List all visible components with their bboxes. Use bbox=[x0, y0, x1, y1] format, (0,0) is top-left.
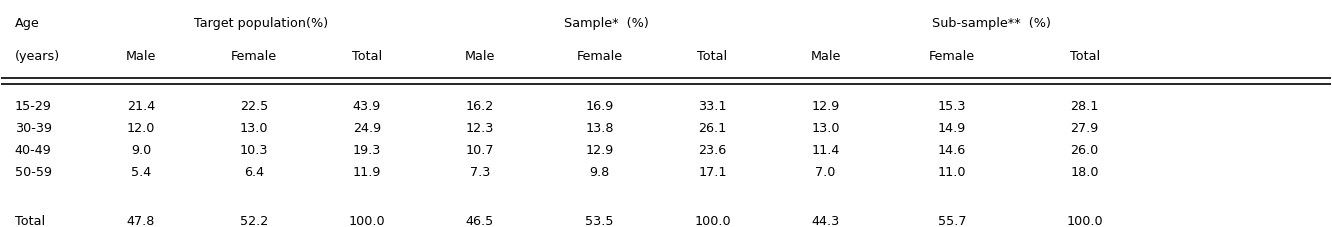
Text: 16.2: 16.2 bbox=[466, 99, 494, 112]
Text: Total: Total bbox=[698, 50, 727, 63]
Text: 7.0: 7.0 bbox=[815, 165, 835, 178]
Text: 52.2: 52.2 bbox=[240, 214, 268, 227]
Text: Female: Female bbox=[577, 50, 622, 63]
Text: 43.9: 43.9 bbox=[353, 99, 381, 112]
Text: 5.4: 5.4 bbox=[131, 165, 151, 178]
Text: 30-39: 30-39 bbox=[15, 121, 52, 134]
Text: Sub-sample**  (%): Sub-sample** (%) bbox=[932, 17, 1051, 30]
Text: Male: Male bbox=[810, 50, 840, 63]
Text: 27.9: 27.9 bbox=[1071, 121, 1099, 134]
Text: Total: Total bbox=[1070, 50, 1100, 63]
Text: Female: Female bbox=[230, 50, 277, 63]
Text: Age: Age bbox=[15, 17, 40, 30]
Text: 9.0: 9.0 bbox=[131, 143, 151, 156]
Text: 28.1: 28.1 bbox=[1071, 99, 1099, 112]
Text: 13.0: 13.0 bbox=[811, 121, 839, 134]
Text: 14.9: 14.9 bbox=[938, 121, 966, 134]
Text: 33.1: 33.1 bbox=[698, 99, 727, 112]
Text: 12.9: 12.9 bbox=[811, 99, 839, 112]
Text: 46.5: 46.5 bbox=[466, 214, 494, 227]
Text: 6.4: 6.4 bbox=[244, 165, 264, 178]
Text: 15-29: 15-29 bbox=[15, 99, 52, 112]
Text: 11.0: 11.0 bbox=[938, 165, 966, 178]
Text: 14.6: 14.6 bbox=[938, 143, 966, 156]
Text: 40-49: 40-49 bbox=[15, 143, 52, 156]
Text: 47.8: 47.8 bbox=[127, 214, 155, 227]
Text: 12.9: 12.9 bbox=[585, 143, 614, 156]
Text: 7.3: 7.3 bbox=[470, 165, 490, 178]
Text: 26.1: 26.1 bbox=[698, 121, 727, 134]
Text: Target population(%): Target population(%) bbox=[193, 17, 328, 30]
Text: 22.5: 22.5 bbox=[240, 99, 268, 112]
Text: 100.0: 100.0 bbox=[1067, 214, 1103, 227]
Text: 18.0: 18.0 bbox=[1071, 165, 1099, 178]
Text: Male: Male bbox=[125, 50, 156, 63]
Text: Total: Total bbox=[15, 214, 45, 227]
Text: 11.4: 11.4 bbox=[811, 143, 839, 156]
Text: 23.6: 23.6 bbox=[698, 143, 727, 156]
Text: 13.8: 13.8 bbox=[585, 121, 614, 134]
Text: 12.0: 12.0 bbox=[127, 121, 155, 134]
Text: 10.7: 10.7 bbox=[466, 143, 494, 156]
Text: (years): (years) bbox=[15, 50, 60, 63]
Text: Total: Total bbox=[352, 50, 382, 63]
Text: 26.0: 26.0 bbox=[1071, 143, 1099, 156]
Text: Male: Male bbox=[465, 50, 496, 63]
Text: 55.7: 55.7 bbox=[938, 214, 966, 227]
Text: 53.5: 53.5 bbox=[585, 214, 614, 227]
Text: 13.0: 13.0 bbox=[240, 121, 268, 134]
Text: Female: Female bbox=[928, 50, 975, 63]
Text: Sample*  (%): Sample* (%) bbox=[563, 17, 649, 30]
Text: 15.3: 15.3 bbox=[938, 99, 966, 112]
Text: 9.8: 9.8 bbox=[590, 165, 610, 178]
Text: 17.1: 17.1 bbox=[698, 165, 727, 178]
Text: 100.0: 100.0 bbox=[349, 214, 385, 227]
Text: 11.9: 11.9 bbox=[353, 165, 381, 178]
Text: 21.4: 21.4 bbox=[127, 99, 155, 112]
Text: 12.3: 12.3 bbox=[466, 121, 494, 134]
Text: 16.9: 16.9 bbox=[585, 99, 614, 112]
Text: 100.0: 100.0 bbox=[694, 214, 731, 227]
Text: 19.3: 19.3 bbox=[353, 143, 381, 156]
Text: 24.9: 24.9 bbox=[353, 121, 381, 134]
Text: 50-59: 50-59 bbox=[15, 165, 52, 178]
Text: 10.3: 10.3 bbox=[240, 143, 268, 156]
Text: 44.3: 44.3 bbox=[811, 214, 839, 227]
